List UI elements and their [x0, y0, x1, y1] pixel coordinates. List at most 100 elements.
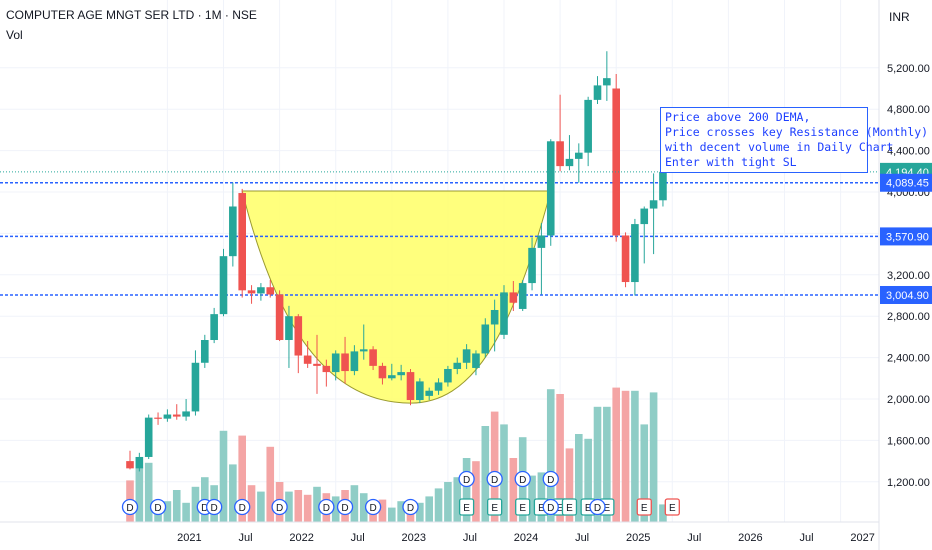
candle-body[interactable]: [388, 375, 396, 379]
candle-body[interactable]: [490, 309, 499, 325]
candle-body[interactable]: [219, 256, 228, 315]
candle-body[interactable]: [575, 152, 583, 159]
candle-body[interactable]: [649, 200, 658, 209]
earnings-marker-icon[interactable]: [486, 498, 503, 516]
candle-body[interactable]: [612, 88, 620, 236]
dividend-marker-icon[interactable]: [514, 470, 531, 488]
candle-body[interactable]: [537, 235, 546, 248]
candle-body[interactable]: [285, 316, 293, 341]
candle-body[interactable]: [229, 206, 237, 257]
earnings-marker-icon[interactable]: [458, 498, 475, 516]
dividend-marker-icon[interactable]: [486, 470, 503, 488]
candle-body[interactable]: [565, 158, 574, 167]
candle-body[interactable]: [294, 316, 303, 356]
time-tick-label: 2024: [514, 532, 538, 544]
dividend-marker-icon[interactable]: [364, 498, 382, 516]
candle-body[interactable]: [191, 362, 200, 412]
candle-body[interactable]: [238, 193, 246, 291]
candle-body[interactable]: [631, 224, 639, 283]
candle-body[interactable]: [359, 349, 368, 352]
candle-body[interactable]: [584, 99, 592, 153]
candle-body[interactable]: [275, 294, 284, 341]
volume-bar: [472, 461, 480, 522]
dividend-marker-label: D: [519, 475, 526, 486]
candle-body[interactable]: [556, 141, 564, 167]
dividend-marker-icon[interactable]: [589, 498, 606, 516]
time-tick-label: Jul: [575, 532, 589, 544]
candle-body[interactable]: [621, 235, 630, 283]
candle-body[interactable]: [434, 382, 443, 391]
volume-bar: [462, 458, 471, 522]
candle-body[interactable]: [201, 340, 209, 363]
candle-body[interactable]: [453, 362, 462, 369]
candle-body[interactable]: [341, 353, 349, 372]
candle-body[interactable]: [172, 414, 181, 417]
trade-note-annotation[interactable]: Price above 200 DEMA, Price crosses key …: [660, 107, 928, 173]
candle-body[interactable]: [154, 417, 162, 419]
dividend-marker-icon[interactable]: [205, 498, 223, 516]
currency-label[interactable]: INR: [889, 10, 910, 24]
candle-body[interactable]: [509, 292, 518, 303]
candle-body[interactable]: [247, 290, 256, 294]
candle-body[interactable]: [406, 372, 415, 401]
volume-bar: [537, 472, 546, 522]
dividend-marker-icon[interactable]: [234, 498, 251, 516]
earnings-marker-icon[interactable]: [515, 498, 531, 516]
candle-body[interactable]: [481, 324, 490, 354]
dividend-marker-icon[interactable]: [271, 498, 288, 516]
candle-body[interactable]: [397, 372, 405, 376]
candle-body[interactable]: [640, 208, 649, 225]
volume-bar: [593, 406, 602, 522]
dividend-marker-label: D: [211, 503, 218, 514]
volume-bar: [444, 482, 452, 522]
candle-body[interactable]: [462, 349, 471, 363]
candle-body[interactable]: [135, 456, 144, 469]
volume-bar: [359, 493, 368, 522]
dividend-marker-icon[interactable]: [542, 470, 559, 488]
candle-body[interactable]: [313, 363, 321, 366]
dividend-marker-icon[interactable]: [121, 498, 139, 516]
earnings-marker-icon[interactable]: [561, 498, 578, 516]
candle-body[interactable]: [350, 351, 359, 372]
candle-body[interactable]: [378, 365, 387, 379]
earnings-marker-icon[interactable]: [664, 498, 680, 516]
candle-body[interactable]: [518, 283, 527, 309]
dividend-marker-icon[interactable]: [149, 498, 167, 516]
note-line: with decent volume in Daily Chart: [665, 140, 894, 154]
dividend-marker-label: D: [201, 503, 208, 514]
candle-body[interactable]: [266, 287, 275, 295]
price-tick-label: 1,200.00: [887, 477, 930, 489]
candle-body[interactable]: [369, 349, 377, 366]
candle-body[interactable]: [182, 411, 190, 417]
candle-body[interactable]: [500, 292, 508, 335]
candle-body[interactable]: [126, 461, 134, 469]
candle-body[interactable]: [322, 365, 331, 373]
candle-body[interactable]: [659, 171, 667, 201]
candle-body[interactable]: [528, 247, 536, 284]
candle-body[interactable]: [303, 355, 312, 364]
dividend-marker-icon[interactable]: [542, 498, 559, 516]
volume-bar: [294, 490, 303, 522]
candle-body[interactable]: [257, 287, 265, 294]
earnings-marker-label: E: [557, 503, 564, 514]
candle-body[interactable]: [416, 381, 424, 401]
candle-body[interactable]: [210, 314, 218, 341]
candle-body[interactable]: [163, 414, 172, 419]
level-price-tag-label: 3,004.90: [886, 290, 929, 302]
candle-body[interactable]: [546, 141, 555, 236]
dividend-marker-icon[interactable]: [402, 498, 419, 516]
dividend-marker-icon[interactable]: [336, 498, 354, 516]
dividend-marker-icon[interactable]: [458, 470, 475, 488]
candle-body[interactable]: [593, 85, 602, 100]
candle-body[interactable]: [144, 417, 153, 457]
candle-body[interactable]: [603, 78, 611, 86]
dividend-marker-icon[interactable]: [318, 498, 335, 516]
candle-body[interactable]: [425, 390, 433, 396]
earnings-marker-icon[interactable]: [636, 498, 652, 516]
level-price-tag: [880, 173, 932, 192]
volume-bar: [649, 392, 658, 522]
candle-body[interactable]: [331, 353, 340, 373]
candle-body[interactable]: [472, 353, 480, 368]
candle-body[interactable]: [444, 368, 452, 383]
